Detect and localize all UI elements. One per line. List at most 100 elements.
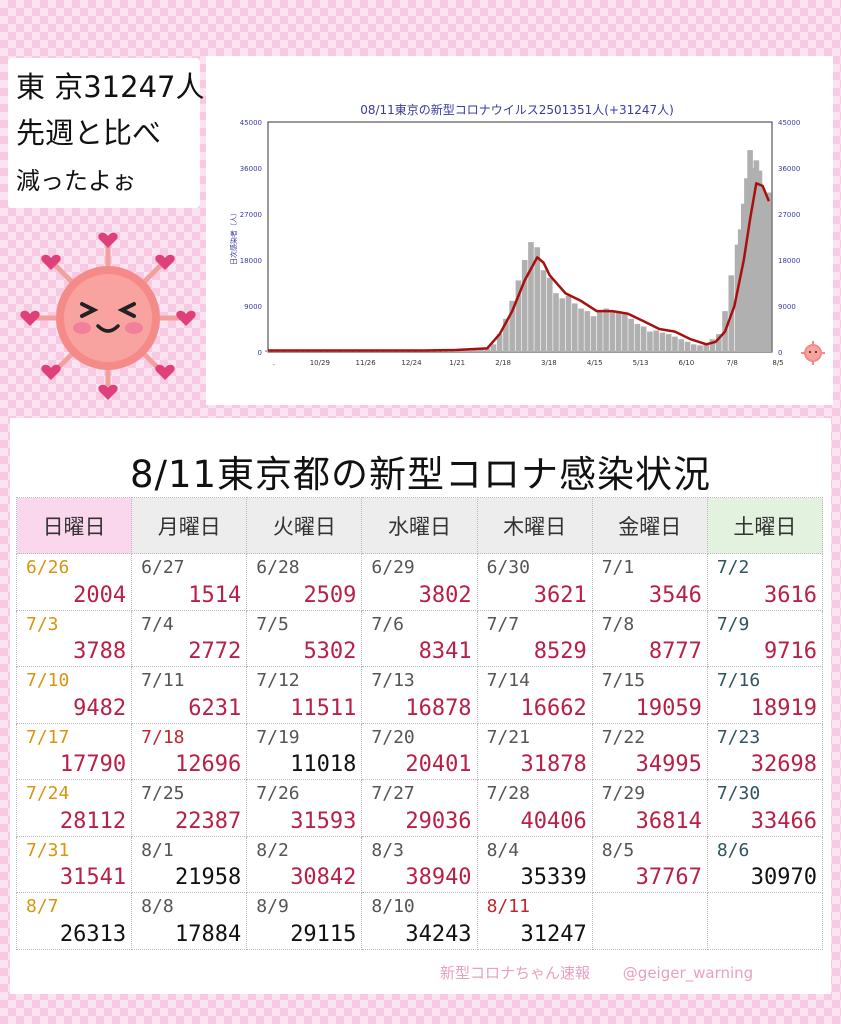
bubble-line1-a: 東	[16, 70, 46, 104]
table-row: 8/7 26313 8/8 17884 8/9 29115 8/10 34243 8/11 312…	[15, 892, 824, 950]
case-bar	[766, 192, 772, 352]
cell-count: 8777	[648, 639, 702, 664]
x-tick-label: 5/13	[633, 359, 649, 367]
cell-count: 20401	[405, 752, 472, 777]
day-cell: 7/28 40406	[476, 779, 593, 837]
cell-count: 36814	[635, 808, 702, 834]
cell-count: 30970	[750, 865, 817, 890]
cell-date: 7/14	[486, 670, 530, 691]
case-bar	[603, 308, 609, 352]
cell-count: 3621	[533, 582, 587, 608]
cell-date: 7/6	[371, 613, 404, 635]
footer: 新型コロナちゃん速報 @geiger_warning	[440, 962, 781, 983]
cell-count: 9716	[764, 639, 817, 664]
day-cell: 7/3 3788	[15, 609, 133, 667]
case-bar	[496, 334, 503, 352]
case-bar	[703, 344, 710, 352]
cell-count: 29115	[290, 921, 357, 947]
x-tick-label: .	[273, 359, 275, 367]
cell-count: 34243	[405, 921, 472, 947]
cell-date: 6/27	[141, 557, 185, 578]
cell-count: 21958	[175, 865, 242, 890]
case-bar	[762, 193, 769, 352]
header-cell: 木曜日	[476, 497, 593, 554]
day-cell: 7/23 32698	[706, 722, 824, 780]
case-bar	[471, 349, 478, 352]
case-bar	[647, 331, 653, 352]
case-bar	[759, 188, 766, 352]
table-header-row: 日曜日 月曜日 火曜日 水曜日 木曜日 金曜日 土曜日	[15, 497, 824, 554]
cell-date: 7/15	[601, 670, 646, 691]
footer-brand: 新型コロナちゃん速報	[440, 964, 591, 982]
cell-date: 7/3	[26, 613, 59, 635]
cell-date: 7/5	[256, 613, 289, 635]
case-bar	[609, 311, 616, 352]
day-cell: 7/25 22387	[131, 779, 248, 837]
case-bar	[490, 344, 497, 352]
cell-count: 9482	[73, 695, 127, 721]
day-cell: 7/8 8777	[591, 609, 708, 667]
day-cell: 7/6 8341	[361, 609, 478, 667]
y2-tick-label: 9000	[778, 303, 796, 311]
case-bar	[741, 203, 747, 352]
cell-count: 35339	[520, 865, 587, 890]
cell-date: 8/3	[371, 839, 404, 861]
cell-date: 7/18	[141, 726, 185, 748]
table-row: 7/31 31541 8/1 21958 8/2 30842 8/3 38940 8/4 3533…	[15, 835, 824, 893]
table-row: 6/26 2004 6/27 1514 6/28 2509 6/29 3802 6/30 3621…	[15, 553, 824, 611]
case-bar	[634, 323, 641, 352]
day-cell: 7/13 16878	[361, 666, 478, 724]
cell-date: 7/8	[601, 613, 635, 635]
case-bar	[515, 280, 522, 352]
y2-tick-label: 0	[778, 349, 782, 357]
cell-count: 3788	[73, 639, 127, 664]
cell-count: 3546	[648, 582, 702, 608]
mini-virus-icon	[801, 341, 825, 365]
day-cell: 7/12 11511	[246, 666, 363, 724]
header-cell: 日曜日	[15, 497, 133, 554]
case-bar	[622, 313, 628, 352]
case-bar	[744, 178, 750, 352]
case-bar	[715, 334, 722, 352]
chart-container: 08/11東京の新型コロナウイルス2501351人(+31247人) 0 0 900…	[206, 56, 833, 405]
cell-date: 7/20	[371, 726, 415, 748]
day-cell: 7/4 2772	[131, 609, 248, 667]
cell-count: 2509	[303, 582, 357, 608]
cell-count: 11018	[290, 752, 357, 777]
case-bar	[709, 339, 716, 352]
cell-count: 18919	[750, 695, 817, 721]
cell-count: 2004	[73, 582, 127, 608]
cell-date: 7/24	[26, 783, 70, 804]
case-bar	[737, 229, 744, 352]
footer-handle: @geiger_warning	[622, 964, 754, 982]
case-bar	[653, 330, 659, 352]
day-cell: 7/16 18919	[706, 666, 824, 724]
cell-date: 7/9	[716, 613, 750, 635]
header-cell: 月曜日	[131, 497, 248, 554]
cell-count: 22387	[175, 808, 242, 834]
case-bar	[628, 318, 634, 352]
case-bar	[528, 242, 534, 352]
day-cell: 7/18 12696	[131, 722, 248, 780]
cell-date: 7/26	[256, 783, 300, 804]
cell-count: 40406	[520, 808, 587, 834]
day-cell: 8/7 26313	[15, 892, 133, 950]
table-title: 8/11東京都の新型コロナ感染状況	[129, 453, 712, 496]
case-bar	[465, 350, 472, 352]
average-line	[268, 182, 771, 352]
x-tick-label: 12/24	[401, 359, 422, 367]
day-cell: 8/4 35339	[476, 835, 593, 893]
day-cell: 8/2 30842	[246, 835, 363, 893]
day-cell: 8/6 30970	[706, 835, 824, 893]
header-cell: 土曜日	[706, 497, 824, 554]
case-bar	[734, 244, 741, 352]
day-cell: 7/31 31541	[15, 835, 133, 893]
virus-mascot-icon	[20, 232, 196, 400]
case-bar	[553, 293, 559, 352]
day-cell: 7/22 34995	[591, 722, 708, 780]
cell-count: 31878	[520, 752, 587, 777]
cell-date: 6/29	[371, 557, 415, 578]
cell-count: 31247	[520, 921, 587, 947]
day-cell: 7/15 19059	[591, 666, 708, 724]
day-cell: 8/8 17884	[131, 892, 248, 950]
